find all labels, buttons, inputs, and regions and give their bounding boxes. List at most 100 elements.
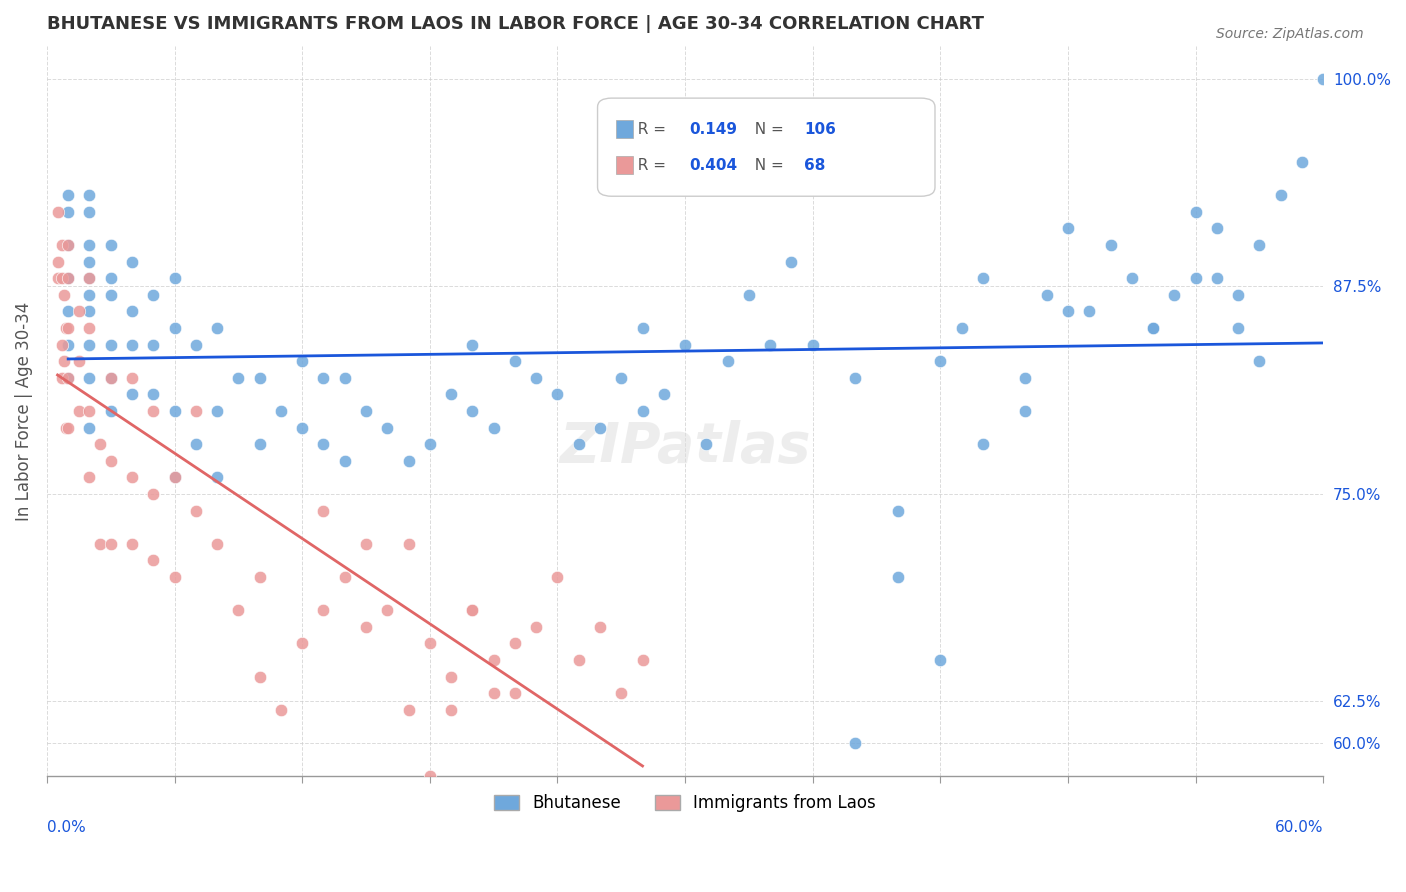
Point (249, 570, 271, 584)
Point (503, 636, 526, 650)
Point (759, 337, 782, 351)
Point (950, 321, 973, 335)
Text: N =: N = (745, 158, 789, 172)
Point (67, 304, 90, 318)
Point (482, 653, 505, 667)
Point (51, 238, 73, 252)
Point (1184, 204, 1206, 219)
Point (79, 188, 101, 202)
Point (100, 271, 122, 285)
Point (184, 437, 207, 451)
Point (568, 653, 591, 667)
Point (163, 570, 186, 584)
Point (589, 420, 612, 434)
Point (524, 620, 547, 634)
Point (1121, 271, 1143, 285)
Point (1057, 304, 1080, 318)
Point (56, 271, 79, 285)
Point (333, 454, 356, 468)
Point (291, 420, 314, 434)
Point (56, 420, 79, 434)
Point (291, 354, 314, 368)
Point (142, 287, 165, 301)
Point (461, 404, 484, 418)
Point (398, 703, 420, 717)
Point (56, 204, 79, 219)
Point (695, 437, 717, 451)
Point (56, 238, 79, 252)
Point (249, 370, 271, 384)
Point (79, 420, 101, 434)
Point (801, 337, 824, 351)
Point (121, 387, 143, 401)
Point (121, 537, 143, 551)
Point (100, 537, 122, 551)
Point (163, 321, 186, 335)
Point (46, 204, 69, 219)
Point (79, 204, 101, 219)
Point (270, 404, 292, 418)
Point (100, 370, 122, 384)
Point (184, 337, 207, 351)
Point (546, 570, 568, 584)
Point (312, 437, 335, 451)
Point (142, 387, 165, 401)
Point (908, 786, 931, 800)
Point (100, 337, 122, 351)
Point (354, 537, 377, 551)
Point (589, 620, 612, 634)
Point (228, 603, 250, 617)
Point (89, 437, 111, 451)
Point (929, 653, 952, 667)
Point (398, 537, 420, 551)
Point (79, 238, 101, 252)
Point (461, 603, 484, 617)
Point (1184, 271, 1206, 285)
Point (100, 287, 122, 301)
Point (1142, 321, 1164, 335)
Point (228, 370, 250, 384)
Text: 0.149: 0.149 (689, 122, 737, 136)
Point (249, 437, 271, 451)
Point (205, 321, 228, 335)
Point (163, 470, 186, 484)
Point (163, 404, 186, 418)
Point (56, 271, 79, 285)
Point (1014, 404, 1036, 418)
Point (79, 370, 101, 384)
Point (440, 669, 463, 683)
Point (1227, 321, 1250, 335)
Text: R =: R = (628, 122, 671, 136)
Point (67, 354, 90, 368)
Point (440, 387, 463, 401)
Point (524, 370, 547, 384)
Text: 0.404: 0.404 (689, 158, 737, 172)
Point (100, 370, 122, 384)
Point (419, 769, 441, 783)
Point (51, 370, 73, 384)
Text: 60.0%: 60.0% (1275, 820, 1323, 835)
Point (79, 337, 101, 351)
Point (610, 686, 633, 700)
Point (121, 470, 143, 484)
Point (79, 271, 101, 285)
Point (440, 703, 463, 717)
Point (79, 254, 101, 268)
Point (1057, 221, 1080, 235)
Point (56, 304, 79, 318)
Point (205, 470, 228, 484)
Point (1206, 221, 1229, 235)
Point (1270, 188, 1292, 202)
Point (631, 653, 654, 667)
Text: N =: N = (745, 122, 789, 136)
Point (503, 686, 526, 700)
Text: 106: 106 (804, 122, 837, 136)
Point (1014, 370, 1036, 384)
Point (67, 404, 90, 418)
Point (1142, 321, 1164, 335)
Point (333, 570, 356, 584)
Text: 0.0%: 0.0% (46, 820, 86, 835)
Point (89, 537, 111, 551)
Point (100, 238, 122, 252)
Point (100, 404, 122, 418)
